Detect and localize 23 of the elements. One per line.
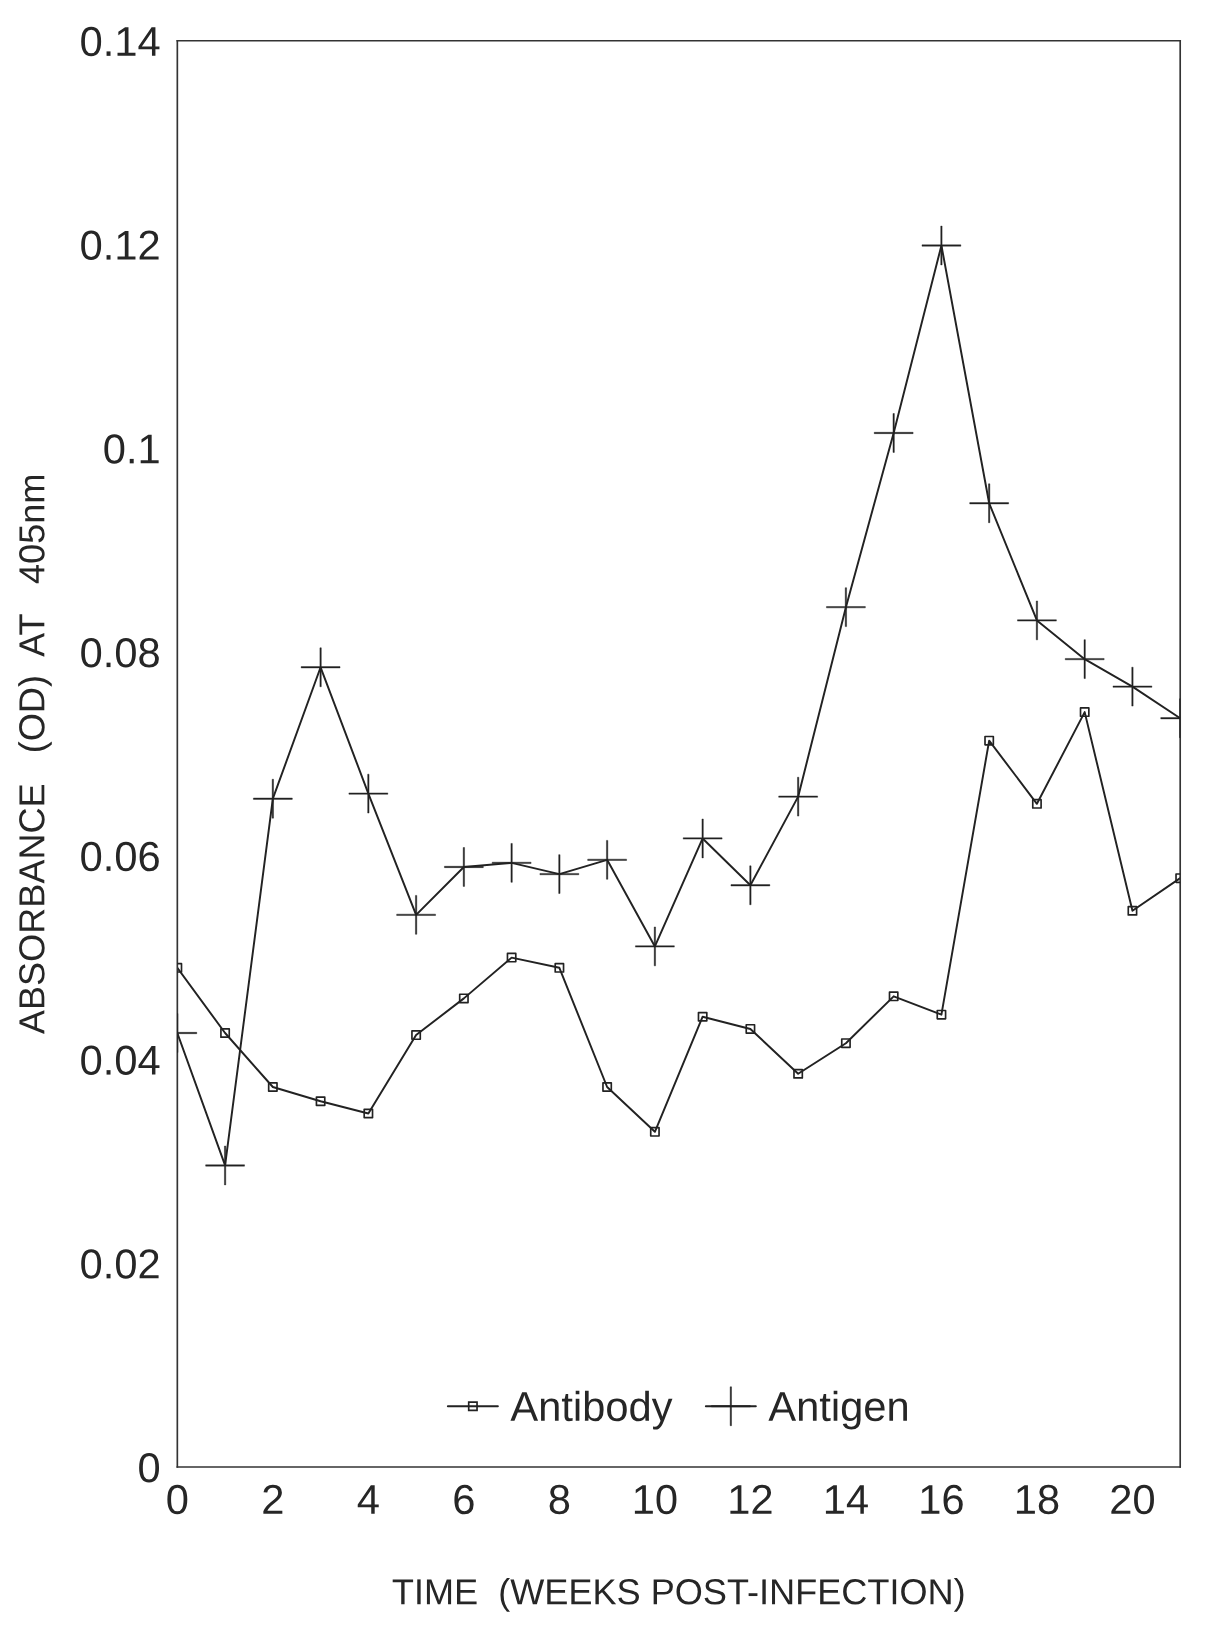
x-tick-label: 10: [634, 1484, 677, 1515]
x-tick-label: 12: [730, 1484, 772, 1514]
y-tick-label: 0.12: [81, 230, 159, 261]
x-tick-label: 14: [825, 1485, 868, 1514]
y-tick-label: 0.14: [81, 26, 160, 57]
x-tick-label: 4: [357, 1485, 379, 1514]
x-tick-label: 18: [1016, 1484, 1059, 1515]
y-tick-label: 0.06: [81, 841, 159, 872]
y-tick-label: 0.1: [104, 434, 159, 464]
x-axis-title: TIME (WEEKS POST-INFECTION): [392, 1578, 964, 1612]
y-tick-label: 0.02: [81, 1249, 159, 1279]
legend-label: Antibody: [510, 1390, 673, 1430]
x-tick-label: 0: [167, 1484, 188, 1515]
x-tick-label: 8: [549, 1484, 570, 1515]
y-axis-title: ABSORBANCE (OD) AT 405nm: [18, 475, 52, 1035]
legend-label: Antigen: [768, 1390, 907, 1430]
x-tick-label: 16: [921, 1484, 963, 1515]
x-tick-label: 2: [263, 1484, 283, 1514]
y-tick-label: 0.04: [81, 1045, 160, 1076]
y-tick-label: 0: [139, 1453, 160, 1483]
x-tick-label: 20: [1111, 1484, 1154, 1515]
x-tick-label: 6: [454, 1484, 474, 1515]
y-tick-label: 0.08: [81, 638, 159, 668]
